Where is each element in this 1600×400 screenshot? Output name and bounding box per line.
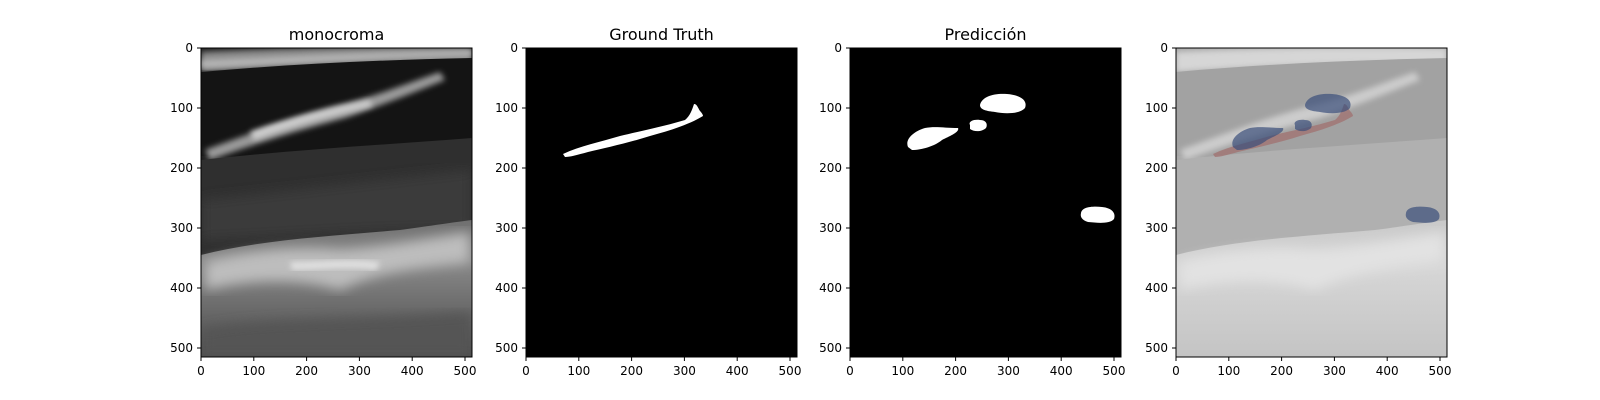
y-tick-label: 300 [170,221,193,235]
x-tick-label: 0 [522,364,530,378]
x-tick-label: 200 [295,364,318,378]
y-tick-label: 400 [819,281,842,295]
prediction-mask-regions [907,93,1115,223]
overlay-image [1176,48,1447,357]
ultrasound-image [201,48,472,357]
y-tick-label: 0 [834,41,842,55]
overlay-prediction-regions [1232,93,1440,223]
ground-truth-mask-region [563,104,703,157]
x-tick-label: 100 [891,364,914,378]
panel-title-ground-truth: Ground Truth [609,25,714,44]
x-tick-label: 500 [779,364,802,378]
y-tick-label: 100 [1145,101,1168,115]
axes-frame [200,47,473,358]
x-tick-label: 200 [1270,364,1293,378]
axis-ticks: 0 100 200 300 400 500 0 100 200 300 400 500 0 100 200 3… [170,41,1451,378]
panel-title-prediccion: Predicción [944,25,1026,44]
panel-overlay [1175,47,1448,358]
mask-background [850,48,1121,357]
x-tick-label: 400 [401,364,424,378]
y-tick-label: 400 [170,281,193,295]
x-tick-label: 300 [1323,364,1346,378]
x-tick-label: 300 [673,364,696,378]
x-tick-label: 100 [567,364,590,378]
x-tick-label: 100 [242,364,265,378]
y-tick-label: 400 [495,281,518,295]
x-tick-label: 200 [620,364,643,378]
y-tick-label: 500 [170,341,193,355]
y-tick-label: 500 [1145,341,1168,355]
x-tick-label: 500 [1429,364,1452,378]
y-tick-label: 100 [170,101,193,115]
x-tick-label: 500 [1103,364,1126,378]
y-tick-label: 400 [1145,281,1168,295]
x-tick-label: 0 [197,364,205,378]
x-tick-label: 300 [348,364,371,378]
y-tick-label: 200 [495,161,518,175]
y-tick-label: 100 [495,101,518,115]
y-tick-label: 100 [819,101,842,115]
x-tick-label: 500 [454,364,477,378]
mask-background [526,48,797,357]
x-tick-label: 100 [1217,364,1240,378]
panel-prediccion: Predicción [849,25,1122,358]
y-tick-label: 200 [1145,161,1168,175]
y-tick-label: 0 [1160,41,1168,55]
y-tick-label: 200 [170,161,193,175]
y-tick-label: 500 [495,341,518,355]
panel-title-monocroma: monocroma [289,25,385,44]
panel-monocroma: monocroma [200,25,473,358]
y-tick-label: 0 [185,41,193,55]
axes-frame [525,47,798,358]
x-tick-label: 0 [1172,364,1180,378]
x-tick-label: 200 [944,364,967,378]
x-tick-label: 0 [846,364,854,378]
y-tick-label: 200 [819,161,842,175]
x-tick-label: 400 [1376,364,1399,378]
panel-ground-truth: Ground Truth [525,25,798,358]
y-tick-label: 0 [510,41,518,55]
axes-frame [1175,47,1448,358]
y-tick-label: 300 [1145,221,1168,235]
x-tick-label: 300 [997,364,1020,378]
y-tick-label: 500 [819,341,842,355]
x-tick-label: 400 [1050,364,1073,378]
y-tick-label: 300 [819,221,842,235]
x-tick-label: 400 [726,364,749,378]
y-tick-label: 300 [495,221,518,235]
axes-frame [849,47,1122,358]
